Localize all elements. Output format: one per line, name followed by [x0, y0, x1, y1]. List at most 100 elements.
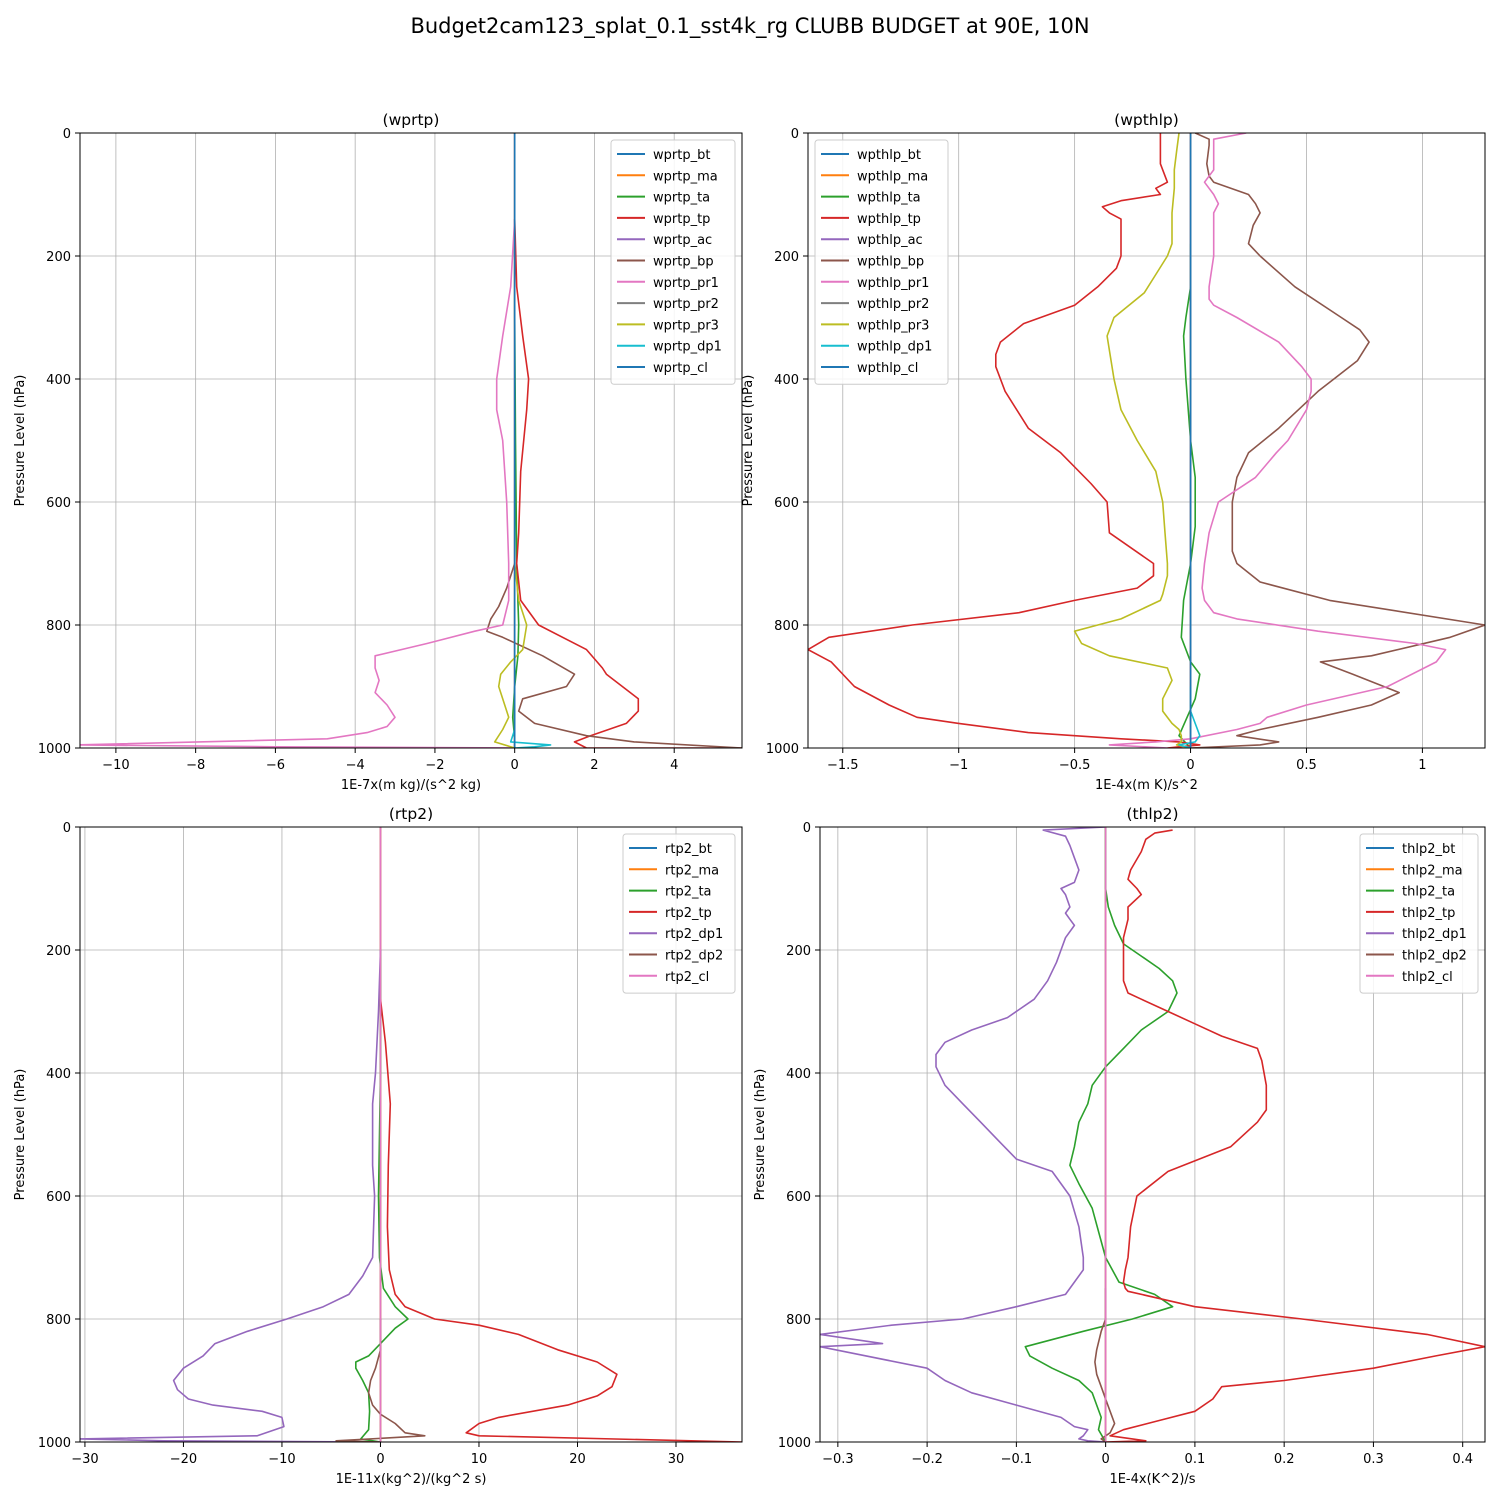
y-tick-label: 200	[46, 944, 71, 959]
x-axis-label: 1E-7x(m kg)/(s^2 kg)	[341, 778, 481, 793]
series-line-wprtp_dp1	[509, 686, 552, 748]
panel-2: −30 −20 −10 0 10 20 30 0 200 400 600 800 1000 (rtp2) 1…	[13, 805, 743, 1487]
plot-frame	[807, 132, 1486, 749]
x-tick-label: 4	[670, 758, 678, 773]
legend-label-wpthlp_pr2: wpthlp_pr2	[857, 297, 929, 312]
legend-label-thlp2_dp1: thlp2_dp1	[1402, 927, 1467, 942]
legend-label-wpthlp_ma: wpthlp_ma	[857, 169, 928, 184]
legend-label-wprtp_pr2: wprtp_pr2	[653, 297, 719, 312]
plot-frame	[79, 826, 743, 1443]
legend-label-rtp2_ta: rtp2_ta	[665, 885, 712, 900]
legend-label-thlp2_dp2: thlp2_dp2	[1402, 949, 1467, 964]
legend: thlp2_bt thlp2_ma thlp2_ta thlp2_tp thlp2_dp…	[1359, 833, 1479, 994]
legend-label-thlp2_tp: thlp2_tp	[1402, 906, 1455, 921]
y-tick-label: 600	[774, 496, 799, 511]
series-line-wprtp_pr3	[493, 563, 528, 748]
panel-title: (wprtp)	[383, 111, 440, 129]
y-tick-label: 1000	[38, 1436, 71, 1451]
y-tick-label: 600	[46, 496, 71, 511]
y-tick-label: 400	[774, 373, 799, 388]
series-line-rtp2_tp	[379, 999, 742, 1442]
x-tick-label: −10	[268, 1452, 295, 1467]
legend-label-thlp2_bt: thlp2_bt	[1402, 842, 1455, 857]
series-line-thlp2_ta	[1024, 827, 1178, 1442]
x-axis-label: 1E-11x(kg^2)/(kg^2 s)	[336, 1472, 487, 1487]
legend-label-thlp2_ta: thlp2_ta	[1402, 885, 1455, 900]
y-tick-label: 800	[786, 1313, 811, 1328]
x-tick-label: 10	[471, 1452, 488, 1467]
x-tick-label: 0.4	[1452, 1452, 1473, 1467]
y-tick-label: 1000	[766, 742, 799, 757]
y-tick-label: 200	[774, 250, 799, 265]
panel-1: −1.5 −1 −0.5 0 0.5 1 0 200 400 600 800 1000 (wpthlp)…	[741, 111, 1486, 793]
legend: wprtp_bt wprtp_ma wprtp_ta wprtp_tp wprtp_ac…	[610, 139, 736, 385]
y-axis-label: Pressure Level (hPa)	[741, 375, 756, 507]
legend-label-thlp2_ma: thlp2_ma	[1402, 863, 1463, 878]
legend-label-wpthlp_ta: wpthlp_ta	[857, 191, 921, 206]
legend-frame	[1359, 833, 1479, 994]
series-line-wpthlp_pr1	[1108, 133, 1447, 748]
x-tick-label: 0	[376, 1452, 384, 1467]
legend-label-wprtp_tp: wprtp_tp	[653, 212, 710, 227]
legend-label-wprtp_cl: wprtp_cl	[653, 361, 708, 376]
panel-title: (wpthlp)	[1114, 111, 1179, 129]
legend-label-wpthlp_pr1: wpthlp_pr1	[857, 276, 929, 291]
y-tick-label: 400	[46, 1067, 71, 1082]
y-tick-label: 1000	[778, 1436, 811, 1451]
series-line-rtp2_dp1	[80, 949, 382, 1442]
legend-label-wpthlp_dp1: wpthlp_dp1	[857, 340, 932, 355]
legend-frame	[610, 139, 736, 385]
panel-title: (thlp2)	[1126, 805, 1178, 823]
x-tick-label: 1	[1418, 758, 1426, 773]
x-tick-label: −0.3	[822, 1452, 854, 1467]
legend: rtp2_bt rtp2_ma rtp2_ta rtp2_tp rtp2_dp1 rtp2…	[622, 833, 736, 994]
legend-label-wprtp_bt: wprtp_bt	[653, 148, 710, 163]
legend-label-rtp2_dp2: rtp2_dp2	[665, 949, 723, 964]
y-tick-label: 0	[63, 127, 71, 142]
y-axis-label: Pressure Level (hPa)	[13, 375, 28, 507]
panel-0: −10 −8 −6 −4 −2 0 2 4 0 200 400 600 800 1000 (wprtp) 1E…	[13, 111, 743, 793]
x-tick-label: 20	[569, 1452, 586, 1467]
y-tick-label: 800	[46, 1313, 71, 1328]
legend-label-wpthlp_ac: wpthlp_ac	[857, 233, 923, 248]
legend: wpthlp_bt wpthlp_ma wpthlp_ta wpthlp_tpwpth…	[814, 139, 949, 385]
y-tick-label: 400	[786, 1067, 811, 1082]
legend-label-wprtp_ma: wprtp_ma	[653, 169, 718, 184]
y-axis-label: Pressure Level (hPa)	[13, 1069, 28, 1201]
legend-label-rtp2_cl: rtp2_cl	[665, 970, 709, 985]
legend-label-rtp2_tp: rtp2_tp	[665, 906, 712, 921]
x-axis-label: 1E-4x(m K)/s^2	[1095, 778, 1198, 793]
x-tick-label: 2	[590, 758, 598, 773]
legend-frame	[622, 833, 736, 994]
x-tick-label: −1	[949, 758, 968, 773]
legend-label-wprtp_ta: wprtp_ta	[653, 191, 710, 206]
legend-label-wpthlp_bp: wpthlp_bp	[857, 255, 924, 270]
series-line-thlp2_tp	[1105, 829, 1485, 1442]
legend-label-wprtp_dp1: wprtp_dp1	[653, 340, 722, 355]
x-tick-label: 30	[668, 1452, 685, 1467]
y-tick-label: 200	[786, 944, 811, 959]
series-line-wpthlp_pr3	[1073, 133, 1191, 748]
x-tick-label: 0.3	[1363, 1452, 1384, 1467]
legend-label-thlp2_cl: thlp2_cl	[1402, 970, 1453, 985]
x-tick-label: 0.2	[1274, 1452, 1295, 1467]
series-line-thlp2_dp2	[1094, 1288, 1116, 1442]
x-tick-label: 0.1	[1185, 1452, 1206, 1467]
series-line-wpthlp_ta	[1178, 243, 1201, 748]
y-tick-label: 200	[46, 250, 71, 265]
x-tick-label: 0	[1101, 1452, 1109, 1467]
x-tick-label: −6	[266, 758, 285, 773]
y-tick-label: 0	[803, 821, 811, 836]
legend-label-wpthlp_bt: wpthlp_bt	[857, 148, 921, 163]
y-tick-label: 1000	[38, 742, 71, 757]
series-line-thlp2_dp1	[820, 827, 1106, 1442]
series-line-wprtp_tp	[513, 219, 742, 748]
legend-label-rtp2_dp1: rtp2_dp1	[665, 927, 723, 942]
series-line-wpthlp_tp	[808, 133, 1201, 748]
y-tick-label: 0	[63, 821, 71, 836]
x-tick-label: 0	[1186, 758, 1194, 773]
x-tick-label: −0.1	[1001, 1452, 1033, 1467]
y-tick-label: 800	[774, 619, 799, 634]
x-axis-label: 1E-4x(K^2)/s	[1109, 1472, 1195, 1487]
